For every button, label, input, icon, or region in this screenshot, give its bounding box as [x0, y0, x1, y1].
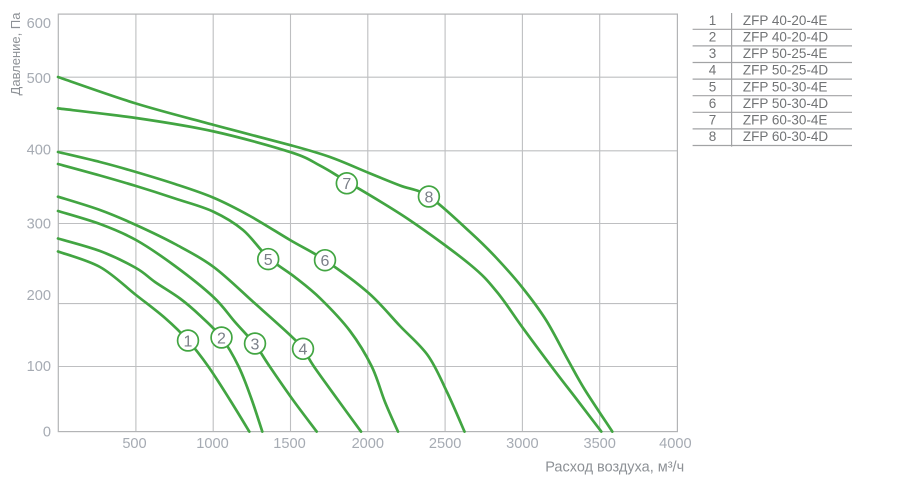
- svg-text:ZFP 60-30-4E: ZFP 60-30-4E: [743, 113, 828, 128]
- svg-text:3: 3: [251, 336, 260, 353]
- svg-text:ZFP 50-30-4D: ZFP 50-30-4D: [743, 96, 829, 111]
- svg-text:5: 5: [709, 79, 717, 94]
- svg-text:Давление, Па: Давление, Па: [8, 12, 23, 96]
- svg-text:ZFP 50-30-4E: ZFP 50-30-4E: [743, 79, 828, 94]
- svg-text:ZFP 50-25-4D: ZFP 50-25-4D: [743, 63, 829, 78]
- svg-text:1: 1: [709, 13, 717, 28]
- svg-text:3500: 3500: [583, 436, 615, 452]
- svg-text:1000: 1000: [196, 436, 228, 452]
- svg-text:200: 200: [27, 288, 51, 304]
- svg-text:ZFP 60-30-4D: ZFP 60-30-4D: [743, 129, 829, 144]
- svg-text:5: 5: [264, 252, 273, 269]
- svg-text:2500: 2500: [429, 436, 461, 452]
- svg-text:3000: 3000: [506, 436, 538, 452]
- svg-text:ZFP 50-25-4E: ZFP 50-25-4E: [743, 46, 828, 61]
- svg-text:2: 2: [217, 330, 226, 347]
- svg-text:4: 4: [709, 63, 717, 78]
- svg-text:6: 6: [321, 253, 330, 270]
- svg-text:100: 100: [27, 359, 51, 375]
- svg-text:500: 500: [122, 436, 146, 452]
- svg-text:1: 1: [184, 333, 193, 350]
- svg-text:2: 2: [709, 30, 717, 45]
- svg-text:ZFP 40-20-4D: ZFP 40-20-4D: [743, 30, 829, 45]
- svg-text:ZFP 40-20-4E: ZFP 40-20-4E: [743, 13, 828, 28]
- svg-text:1500: 1500: [273, 436, 305, 452]
- svg-text:6: 6: [709, 96, 717, 111]
- svg-text:4000: 4000: [659, 436, 691, 452]
- svg-text:0: 0: [43, 425, 51, 441]
- svg-text:300: 300: [27, 216, 51, 232]
- svg-text:Расход воздуха, м³/ч: Расход воздуха, м³/ч: [545, 460, 684, 476]
- svg-text:7: 7: [709, 113, 717, 128]
- svg-text:8: 8: [709, 129, 717, 144]
- svg-text:2000: 2000: [352, 436, 384, 452]
- svg-text:8: 8: [424, 189, 433, 206]
- svg-text:3: 3: [709, 46, 717, 61]
- svg-text:600: 600: [27, 16, 51, 32]
- svg-text:400: 400: [27, 143, 51, 159]
- svg-text:4: 4: [299, 342, 308, 359]
- svg-text:500: 500: [27, 71, 51, 87]
- svg-text:7: 7: [342, 176, 351, 193]
